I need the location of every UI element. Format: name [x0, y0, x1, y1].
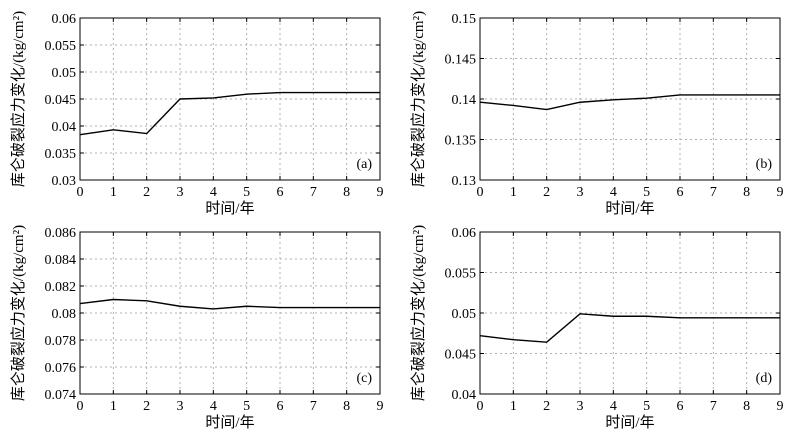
y-axis-label: 库仑破裂应力变化/(kg/cm²): [409, 225, 427, 401]
y-tick-label: 0.06: [452, 226, 477, 241]
panel-label: (a): [356, 157, 372, 172]
x-tick-label: 5: [643, 399, 650, 414]
x-tick-label: 3: [577, 399, 584, 414]
y-tick-label: 0.06: [52, 12, 77, 27]
x-tick-label: 6: [677, 399, 684, 414]
series-line: [79, 298, 380, 310]
x-tick-label: 1: [510, 399, 517, 414]
x-tick-label: 2: [143, 399, 150, 414]
y-tick-label: 0.035: [45, 147, 77, 162]
y-tick-label: 0.145: [445, 53, 477, 68]
chart-panel-3: 0 1 2 3 4 5 6 7 8 9 0.074 0.076 0.078 0.08 0.082 0.084 0…: [9, 225, 384, 431]
x-tick-label: 1: [110, 185, 117, 200]
y-tick-label: 0.084: [45, 253, 77, 268]
x-tick-label: 4: [610, 185, 617, 200]
x-tick-label: 0: [77, 399, 84, 414]
y-tick-label: 0.13: [452, 174, 477, 189]
x-tick-label: 7: [310, 185, 317, 200]
x-tick-label: 7: [310, 399, 317, 414]
x-tick-label: 4: [210, 399, 217, 414]
y-tick-label: 0.04: [452, 388, 477, 403]
x-tick-label: 7: [710, 399, 717, 414]
x-axis-label: 时间/年: [205, 200, 254, 217]
x-tick-label: 5: [643, 185, 650, 200]
panel-label: (b): [756, 157, 773, 172]
panel-label: (d): [756, 371, 773, 386]
chart-panel-2: 0 1 2 3 4 5 6 7 8 9 0.13 0.135 0.14 0.145 0.15 (b) 时间/年 库…: [409, 11, 784, 217]
x-tick-label: 5: [243, 185, 250, 200]
y-tick-label: 0.05: [452, 307, 477, 322]
y-tick-label: 0.03: [52, 174, 77, 189]
x-tick-label: 8: [343, 399, 350, 414]
y-tick-label: 0.08: [52, 307, 77, 322]
y-tick-label: 0.055: [45, 39, 77, 54]
y-tick-label: 0.082: [45, 280, 77, 295]
x-tick-label: 5: [243, 399, 250, 414]
x-axis-label: 时间/年: [605, 414, 654, 431]
y-tick-label: 0.045: [445, 348, 477, 363]
x-axis-label: 时间/年: [605, 200, 654, 217]
series-line: [79, 91, 380, 136]
chart-panel-4: 0 1 2 3 4 5 6 7 8 9 0.04 0.045 0.05 0.055 0.06 (d) 时间/年 库…: [409, 225, 784, 431]
y-tick-label: 0.076: [45, 361, 77, 376]
x-tick-label: 6: [677, 185, 684, 200]
y-tick-label: 0.15: [452, 12, 477, 27]
y-tick-label: 0.074: [45, 388, 77, 403]
x-tick-label: 3: [177, 185, 184, 200]
y-axis-label: 库仑破裂应力变化/(kg/cm²): [9, 225, 27, 401]
x-tick-label: 8: [743, 399, 750, 414]
y-tick-label: 0.135: [445, 134, 477, 149]
x-tick-label: 2: [543, 399, 550, 414]
x-tick-label: 6: [277, 185, 284, 200]
panel-label: (c): [356, 371, 372, 386]
x-tick-label: 0: [77, 185, 84, 200]
x-tick-label: 0: [477, 185, 484, 200]
x-tick-label: 1: [510, 185, 517, 200]
y-axis-label: 库仑破裂应力变化/(kg/cm²): [409, 11, 427, 187]
y-tick-label: 0.14: [452, 93, 477, 108]
x-tick-label: 2: [143, 185, 150, 200]
x-tick-label: 9: [777, 399, 784, 414]
x-axis-label: 时间/年: [205, 414, 254, 431]
series-line: [479, 313, 780, 343]
x-tick-label: 7: [710, 185, 717, 200]
x-tick-label: 2: [543, 185, 550, 200]
y-tick-label: 0.078: [45, 334, 77, 349]
y-tick-label: 0.04: [52, 120, 77, 135]
x-tick-label: 8: [743, 185, 750, 200]
series-line: [479, 94, 780, 111]
x-tick-label: 9: [377, 399, 384, 414]
x-tick-label: 3: [177, 399, 184, 414]
x-tick-label: 0: [477, 399, 484, 414]
x-tick-label: 9: [777, 185, 784, 200]
y-tick-label: 0.045: [45, 93, 77, 108]
x-tick-label: 4: [210, 185, 217, 200]
x-tick-label: 4: [610, 399, 617, 414]
x-tick-label: 1: [110, 399, 117, 414]
chart-panel-1: 0 1 2 3 4 5 6 7 8 9 0.03 0.035 0.04 0.045 0.05 0.055 0.0…: [9, 11, 384, 217]
y-tick-label: 0.05: [52, 66, 77, 81]
x-tick-label: 8: [343, 185, 350, 200]
y-axis-label: 库仑破裂应力变化/(kg/cm²): [9, 11, 27, 187]
x-tick-label: 3: [577, 185, 584, 200]
y-tick-label: 0.055: [445, 267, 477, 282]
x-tick-label: 9: [377, 185, 384, 200]
y-tick-label: 0.086: [45, 226, 77, 241]
x-tick-label: 6: [277, 399, 284, 414]
